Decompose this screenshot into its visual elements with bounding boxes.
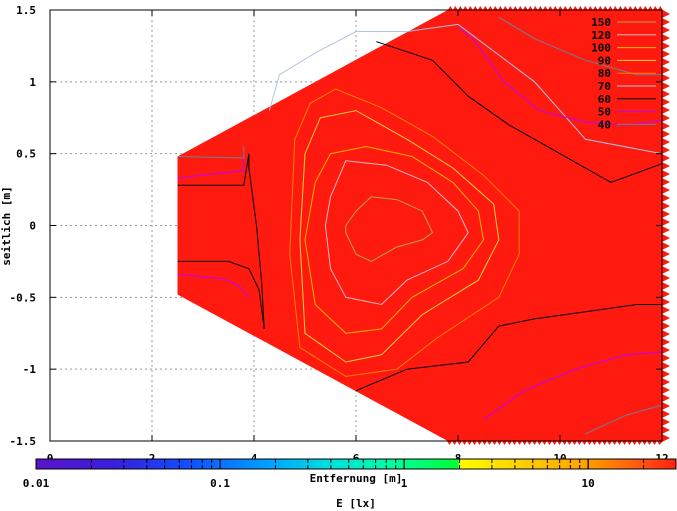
contour-line-60 — [177, 260, 265, 329]
colorbar-label: E [lx] — [336, 497, 376, 510]
legend-label: 50 — [598, 106, 611, 119]
legend-label: 120 — [591, 29, 611, 42]
colorbar: 0.01 0.1 1 10 — [23, 458, 677, 490]
contour-line-80 — [289, 88, 520, 377]
contour-line-120 — [324, 160, 469, 306]
legend-label: 90 — [598, 54, 611, 67]
colorbar-tick-label: 10 — [582, 477, 595, 490]
colorbar-tick-label: 1 — [401, 477, 408, 490]
legend-label: 80 — [598, 67, 611, 80]
contour-line-60 — [177, 153, 265, 329]
legend-label: 70 — [598, 80, 611, 93]
legend-label: 100 — [591, 42, 611, 55]
contour-line-100 — [304, 145, 485, 334]
contour-line-60 — [355, 304, 662, 392]
fill-region — [177, 6, 670, 445]
y-tick-label: -1.5 — [10, 435, 37, 448]
y-tick-label: 0.5 — [16, 148, 36, 161]
legend-label: 40 — [598, 118, 611, 131]
contour-line-50 — [177, 273, 250, 298]
contour-line-70 — [268, 23, 663, 155]
contour-line-60 — [376, 41, 663, 183]
y-tick-label: 1 — [29, 76, 36, 89]
contour-line-40 — [585, 404, 663, 435]
y-tick-label: 1.5 — [16, 4, 36, 17]
contour-line-40 — [498, 16, 662, 76]
legend-label: 150 — [591, 16, 611, 29]
contour-line-50 — [177, 156, 245, 179]
illuminance-fill-region — [177, 6, 670, 445]
y-tick-label: -0.5 — [10, 291, 37, 304]
y-axis-label: seitlich [m] — [0, 186, 13, 265]
contour-line-50 — [483, 351, 663, 420]
y-tick-label: -1 — [23, 363, 37, 376]
contour-line-150 — [345, 196, 434, 262]
contour-line-90 — [299, 110, 500, 363]
colorbar-tick-label: 0.01 — [23, 477, 50, 490]
x-axis-label: Entfernung [m] — [310, 472, 403, 485]
y-tick-label: 0 — [29, 220, 36, 233]
contour-lines — [177, 16, 663, 435]
legend-label: 60 — [598, 93, 611, 106]
contour-line-40 — [177, 146, 245, 159]
colorbar-tick-label: 0.1 — [210, 477, 230, 490]
